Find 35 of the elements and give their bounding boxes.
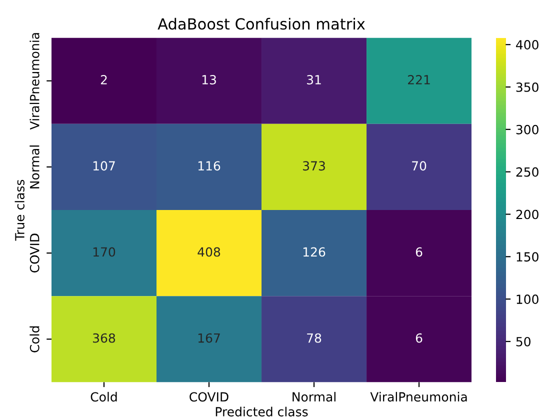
color-bar-label: 250 bbox=[516, 167, 538, 177]
x-tick-label: COVID bbox=[190, 392, 228, 402]
color-bar-label: 300 bbox=[516, 124, 538, 134]
data-label: 70 bbox=[412, 161, 426, 171]
x-tick-label: Normal bbox=[292, 392, 336, 402]
color-bar-label: 50 bbox=[516, 336, 530, 346]
y-tick-label: COVID bbox=[30, 234, 40, 272]
y-axis-title: True class bbox=[14, 180, 24, 241]
data-label: 167 bbox=[198, 333, 220, 343]
data-label: 13 bbox=[202, 75, 216, 84]
color-bar-label: 350 bbox=[516, 82, 538, 92]
x-tick-label: ViralPneumonia bbox=[370, 392, 467, 402]
data-label: 6 bbox=[416, 333, 422, 343]
color-bar-label: 150 bbox=[516, 252, 538, 262]
chart-title: AdaBoost Confusion matrix bbox=[158, 18, 365, 30]
x-axis-title: Predicted class bbox=[216, 406, 308, 416]
data-label: 373 bbox=[303, 161, 325, 171]
data-label: 368 bbox=[93, 333, 116, 343]
y-tick-label: Cold bbox=[30, 326, 40, 352]
data-label: 408 bbox=[198, 247, 220, 257]
data-label: 78 bbox=[307, 333, 322, 343]
data-label: 31 bbox=[307, 75, 321, 84]
x-tick-label: Cold bbox=[90, 392, 117, 402]
data-label: 221 bbox=[408, 75, 430, 84]
data-label: 6 bbox=[416, 247, 422, 257]
data-label: 107 bbox=[93, 161, 115, 171]
data-label: 2 bbox=[100, 75, 107, 84]
y-tick-label: ViralPneumonia bbox=[30, 33, 40, 130]
color-bar-label: 200 bbox=[516, 210, 538, 220]
color-bar-label: 100 bbox=[516, 294, 538, 304]
color-bar-label: 400 bbox=[516, 40, 538, 50]
data-label: 170 bbox=[93, 247, 116, 257]
data-label: 116 bbox=[198, 161, 220, 171]
data-label: 126 bbox=[303, 247, 326, 257]
y-tick-label: Normal bbox=[30, 146, 40, 188]
